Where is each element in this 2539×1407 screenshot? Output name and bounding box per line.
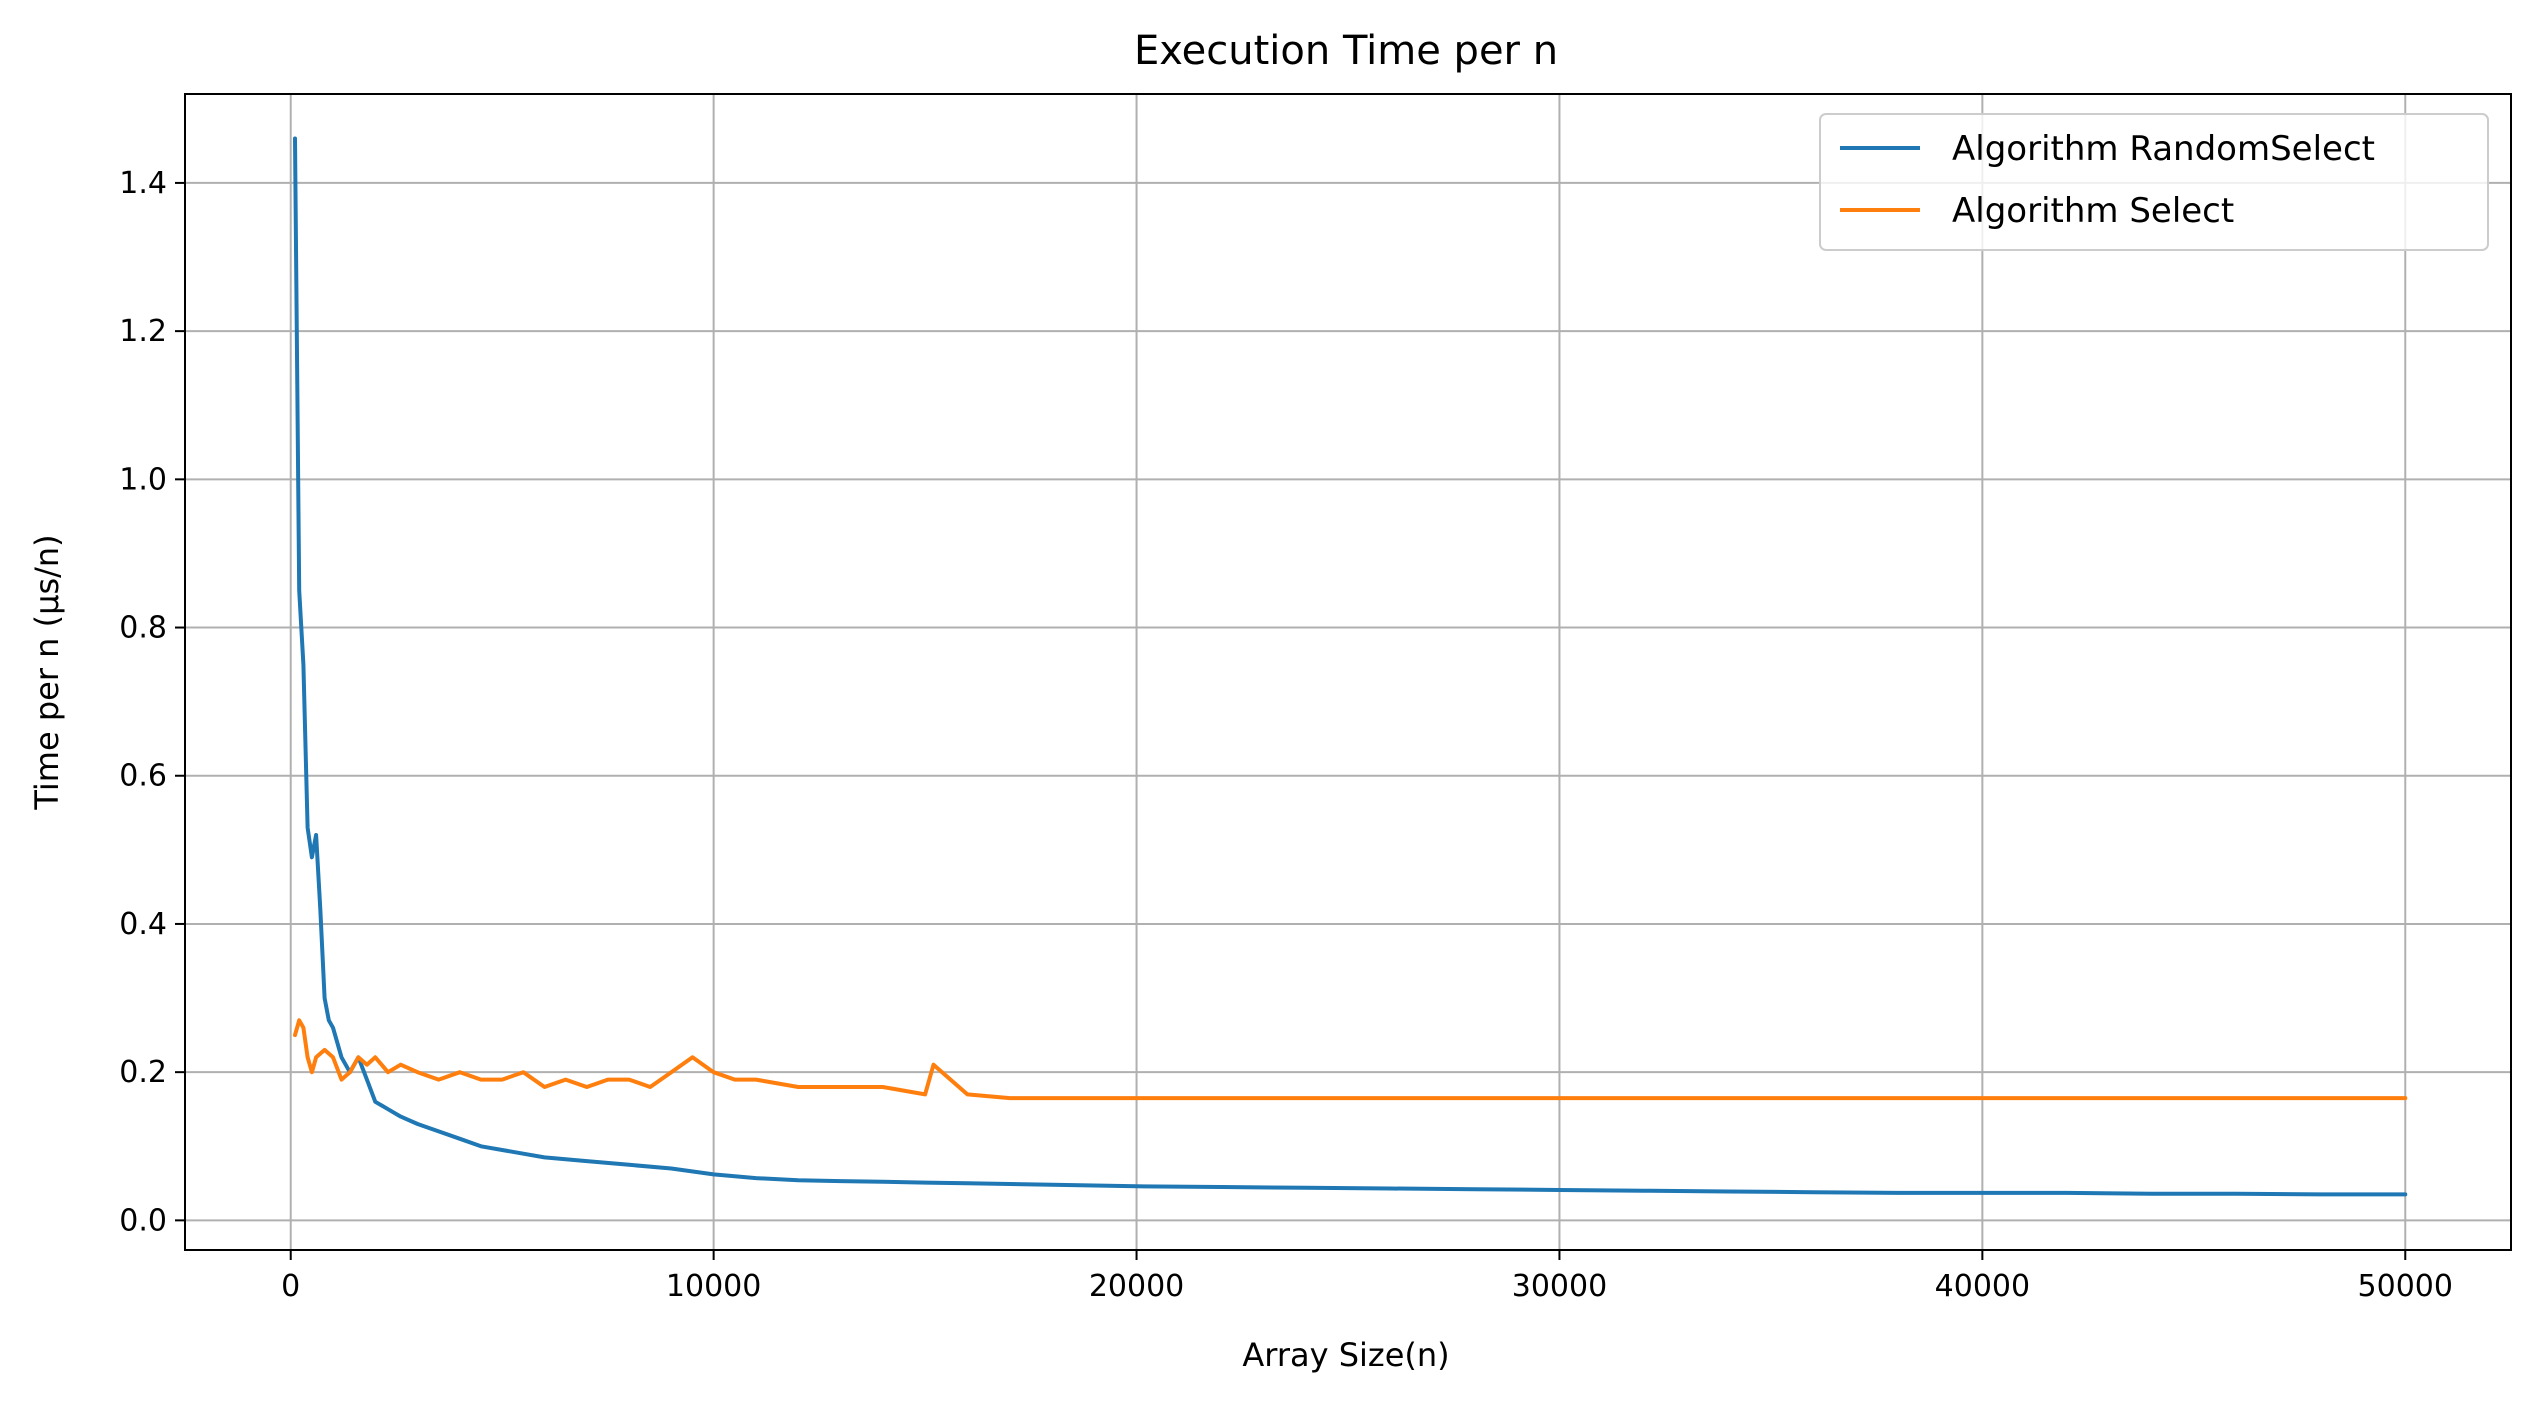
legend-box [1819,113,2489,251]
y-tick-label: 0.0 [119,1203,167,1238]
series-lines [293,136,2408,1197]
legend-label-select: Algorithm Select [1952,191,2234,231]
legend-label-randomselect: Algorithm RandomSelect [1952,129,2375,169]
y-tick-label: 0.8 [119,611,167,646]
y-tick-label: 0.2 [119,1055,167,1090]
x-tick-label: 30000 [1512,1269,1607,1304]
y-tick-label: 0.6 [119,759,167,794]
series-line-1 [293,1018,2408,1101]
grid-lines [185,94,2511,1250]
x-tick-label: 20000 [1089,1269,1184,1304]
y-tick-label: 1.4 [119,166,167,201]
chart-title: Execution Time per n [1134,28,1558,74]
y-axis-label: Time per n (μs/n) [28,534,66,810]
plot-frame [184,93,2512,1251]
x-axis-ticks: 0 10000 20000 30000 40000 50000 [281,1250,2453,1304]
x-axis-label: Array Size(n) [1242,1336,1449,1374]
y-axis-ticks: 0.0 0.2 0.4 0.6 0.8 1.0 1.2 1.4 [119,166,185,1238]
x-tick-label: 50000 [2358,1269,2453,1304]
x-tick-label: 10000 [666,1269,761,1304]
x-tick-label: 40000 [1935,1269,2030,1304]
legend: Algorithm RandomSelect Algorithm Select [1819,113,2489,251]
series-line-0 [293,136,2408,1197]
y-tick-label: 1.0 [119,462,167,497]
y-tick-label: 1.2 [119,314,167,349]
x-tick-label: 0 [281,1269,300,1304]
y-tick-label: 0.4 [119,907,167,942]
